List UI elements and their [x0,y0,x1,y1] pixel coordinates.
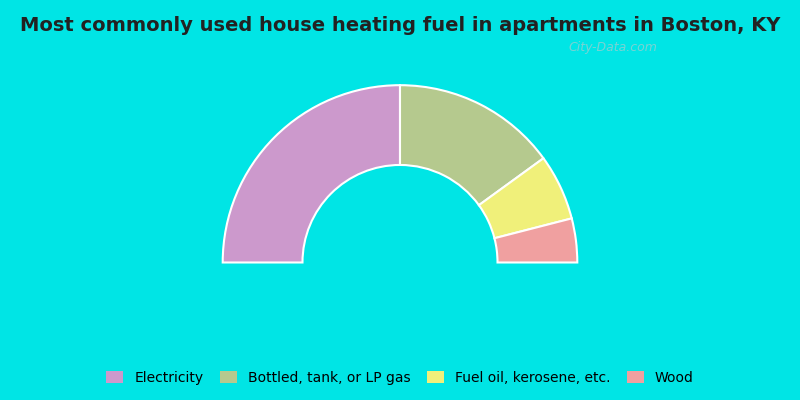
Text: Most commonly used house heating fuel in apartments in Boston, KY: Most commonly used house heating fuel in… [20,16,780,35]
Wedge shape [222,85,400,262]
Wedge shape [479,158,572,238]
Text: City-Data.com: City-Data.com [568,41,657,54]
Wedge shape [494,218,578,262]
Wedge shape [400,85,543,205]
Legend: Electricity, Bottled, tank, or LP gas, Fuel oil, kerosene, etc., Wood: Electricity, Bottled, tank, or LP gas, F… [102,367,698,389]
